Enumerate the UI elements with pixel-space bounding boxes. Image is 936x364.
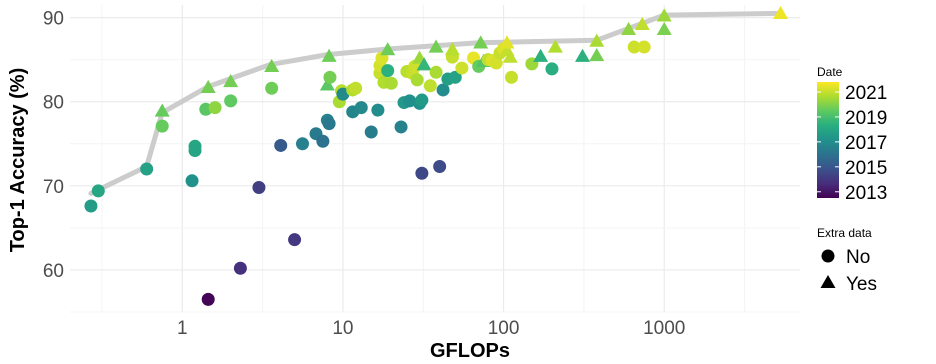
data-point-triangle — [416, 57, 432, 71]
y-axis-ticks: 60 70 80 90 — [43, 9, 64, 282]
data-point-triangle — [444, 42, 460, 56]
data-point-circle — [455, 61, 469, 75]
data-point-circle — [436, 83, 450, 97]
legend-circle-icon — [821, 249, 835, 263]
data-point-triangle — [533, 48, 549, 62]
data-point-circle — [364, 125, 378, 139]
data-point-circle — [155, 119, 169, 133]
data-point-circle — [415, 166, 429, 180]
y-tick-label: 80 — [43, 93, 64, 114]
data-point-triangle — [223, 74, 239, 88]
data-point-triangle — [773, 5, 789, 20]
data-point-circle — [322, 117, 336, 131]
data-point-circle — [403, 94, 417, 108]
colorbar-label: 2015 — [845, 158, 887, 179]
data-point-circle — [288, 233, 302, 247]
data-point-circle — [208, 101, 222, 115]
data-point-triangle — [656, 21, 672, 36]
data-point-circle — [233, 261, 247, 275]
data-point-circle — [295, 137, 309, 151]
data-point-circle — [489, 56, 503, 70]
data-point-triangle — [319, 77, 335, 91]
data-point-circle — [323, 70, 337, 84]
y-tick-label: 60 — [43, 261, 64, 282]
data-point-circle — [316, 134, 330, 148]
data-point-circle — [265, 81, 279, 95]
data-point-circle — [224, 94, 238, 108]
data-point-circle — [252, 181, 266, 195]
y-axis-title: Top-1 Accuracy (%) — [7, 68, 29, 252]
shape-legend: Extra data No Yes — [817, 226, 877, 295]
colorbar — [817, 82, 839, 198]
x-tick-label: 1 — [177, 318, 188, 339]
data-point-triangle — [200, 79, 216, 94]
data-point-circle — [448, 70, 462, 84]
data-points — [84, 5, 789, 306]
colorbar-label: 2013 — [845, 183, 887, 204]
color-legend-title: Date — [817, 65, 843, 79]
data-point-triangle — [575, 48, 591, 62]
data-point-triangle — [589, 47, 605, 62]
data-point-circle — [354, 101, 368, 115]
colorbar-label: 2019 — [845, 108, 887, 129]
colorbar-label: 2017 — [845, 133, 887, 154]
x-axis-title: GFLOPs — [430, 340, 510, 362]
shape-legend-title: Extra data — [817, 226, 872, 240]
x-tick-label: 100 — [488, 318, 520, 339]
x-tick-label: 10 — [332, 318, 353, 339]
data-point-triangle — [499, 35, 515, 49]
data-point-triangle — [547, 39, 563, 53]
data-point-circle — [394, 120, 408, 134]
data-point-circle — [545, 62, 559, 76]
data-point-triangle — [380, 42, 396, 56]
data-point-circle — [91, 184, 105, 198]
data-point-circle — [274, 138, 288, 152]
data-point-triangle — [321, 48, 337, 62]
data-point-triangle — [621, 21, 637, 36]
data-point-circle — [381, 64, 395, 78]
data-point-circle — [349, 81, 363, 95]
color-legend: Date 2021 2019 2017 2015 2013 — [817, 65, 887, 204]
data-point-circle — [429, 65, 443, 79]
data-point-circle — [423, 79, 437, 93]
y-tick-label: 70 — [43, 177, 64, 198]
data-point-triangle — [473, 35, 489, 49]
data-point-circle — [504, 70, 518, 84]
data-point-triangle — [502, 49, 518, 63]
data-point-circle — [637, 40, 651, 54]
data-point-circle — [201, 292, 215, 306]
data-point-circle — [84, 199, 98, 213]
data-point-circle — [384, 76, 398, 90]
data-point-circle — [336, 87, 350, 101]
data-point-triangle — [264, 58, 280, 73]
legend-label-yes: Yes — [846, 274, 877, 295]
data-point-circle — [185, 174, 199, 188]
colorbar-label: 2021 — [845, 83, 887, 104]
data-point-circle — [433, 159, 447, 173]
data-point-circle — [627, 40, 641, 54]
x-axis-ticks: 1 10 100 1000 — [177, 318, 685, 339]
data-point-circle — [188, 144, 202, 158]
data-point-triangle — [656, 8, 672, 22]
y-tick-label: 90 — [43, 9, 64, 30]
colorbar-labels: 2021 2019 2017 2015 2013 — [817, 83, 887, 204]
legend-label-no: No — [846, 247, 870, 268]
data-point-triangle — [634, 16, 650, 30]
data-point-triangle — [428, 39, 444, 53]
data-point-circle — [140, 162, 154, 176]
legend-triangle-icon — [820, 275, 836, 288]
data-point-triangle — [154, 103, 170, 117]
x-tick-label: 1000 — [643, 318, 685, 339]
data-point-triangle — [589, 33, 605, 47]
data-point-circle — [410, 73, 424, 87]
data-point-circle — [371, 103, 385, 117]
data-point-circle — [415, 93, 429, 107]
